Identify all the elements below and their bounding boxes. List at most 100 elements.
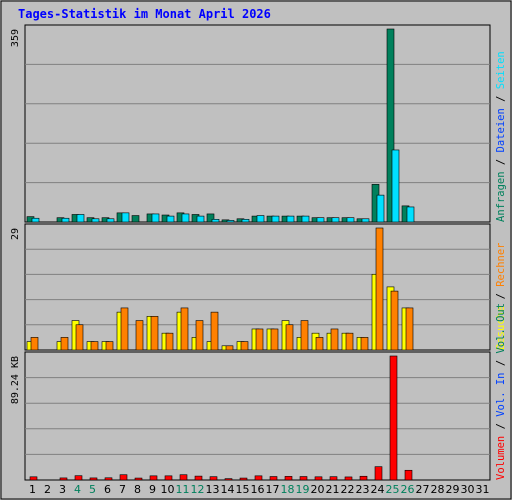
x-tick-label: 16 <box>251 483 265 496</box>
bar-seiten-day-9 <box>151 213 160 223</box>
x-tick-label: 28 <box>431 483 445 496</box>
bar-rechner-day-3 <box>60 337 69 351</box>
legends: Anfragen / Dateien / Seiten Besuche / Rec… <box>495 51 507 480</box>
bar-rechner-day-21 <box>330 328 339 351</box>
panel-max-label: 359 <box>10 29 21 47</box>
bar-rechner-day-6 <box>105 341 114 351</box>
bar-seiten-day-3 <box>61 217 70 223</box>
bar-seiten-day-7 <box>121 212 130 223</box>
bar-volumen-day-1 <box>29 476 38 481</box>
bar-seiten-day-17 <box>271 215 280 223</box>
x-tick-label: 1 <box>29 483 36 496</box>
bar-rechner-day-9 <box>150 316 159 351</box>
bar-seiten-day-5 <box>91 218 100 223</box>
bar-volumen-day-23 <box>359 475 368 481</box>
bar-rechner-day-20 <box>315 337 324 351</box>
legend-panel-1: Anfragen / Dateien / Seiten <box>495 51 507 222</box>
bar-seiten-day-13 <box>211 219 220 223</box>
bar-volumen-day-15 <box>239 477 248 481</box>
bar-volumen-day-10 <box>164 475 173 481</box>
bar-rechner-day-5 <box>90 341 99 351</box>
bar-rechner-day-13 <box>210 311 219 351</box>
x-tick-label: 3 <box>59 483 66 496</box>
x-tick-label: 21 <box>326 483 340 496</box>
legend-panel-2: Besuche / Rechner <box>495 243 507 351</box>
legend-entry-besuche: Besuche <box>495 306 507 350</box>
bar-volumen-day-11 <box>179 474 188 481</box>
bar-rechner-day-7 <box>120 307 129 351</box>
bar-volumen-day-8 <box>134 477 143 481</box>
x-tick-label: 10 <box>161 483 175 496</box>
panel-frame <box>24 351 491 481</box>
x-tick-label: 15 <box>236 483 250 496</box>
bar-volumen-day-7 <box>119 474 128 481</box>
legend-separator: / <box>495 287 507 306</box>
bar-rechner-day-4 <box>75 324 84 351</box>
bar-volumen-day-17 <box>269 476 278 481</box>
bar-volumen-day-25 <box>389 355 398 481</box>
bar-seiten-day-15 <box>241 219 250 223</box>
x-tick-label: 24 <box>371 483 385 496</box>
bar-rechner-day-23 <box>360 337 369 351</box>
legend-entry-seiten: Seiten <box>495 51 507 89</box>
bar-seiten-day-1 <box>31 217 40 223</box>
legend-entry-vol-out: Vol. Out <box>495 303 507 354</box>
legend-entry-anfragen: Anfragen <box>495 171 507 222</box>
x-tick-label: 11 <box>176 483 190 496</box>
bar-volumen-day-14 <box>224 478 233 481</box>
x-tick-label: 9 <box>149 483 156 496</box>
bar-volumen-day-19 <box>299 476 308 481</box>
panels: 359 29 89.24 KB <box>10 24 491 481</box>
bar-rechner-day-17 <box>270 328 279 351</box>
x-tick-label: 30 <box>461 483 475 496</box>
bar-rechner-day-14 <box>225 345 234 351</box>
legend-entry-volumen: Volumen <box>495 436 507 480</box>
bar-seiten-day-16 <box>256 215 265 223</box>
x-tick-label: 29 <box>446 483 460 496</box>
bar-volumen-day-3 <box>59 477 68 481</box>
x-tick-label: 5 <box>89 483 96 496</box>
panel-frame <box>24 24 491 223</box>
x-axis-labels: 1 2 3 4 5 6 7 8 9 10 11 12 13 14 15 16 17 18 19 20 21 22 23 24 2… <box>29 483 490 496</box>
bar-seiten-day-25 <box>391 149 400 223</box>
bar-rechner-day-18 <box>285 324 294 351</box>
bar-seiten-day-11 <box>181 213 190 223</box>
bar-volumen-day-13 <box>209 476 218 481</box>
bar-seiten-day-12 <box>196 215 205 223</box>
bar-volumen-day-9 <box>149 475 158 481</box>
bar-seiten-day-23 <box>361 218 370 223</box>
bar-rechner-day-15 <box>240 341 249 351</box>
panel-max-label: 89.24 KB <box>10 356 21 404</box>
bar-volumen-day-20 <box>314 476 323 481</box>
panel-max-label: 29 <box>10 228 21 240</box>
bar-seiten-day-10 <box>166 215 175 223</box>
bar-volumen-day-24 <box>374 466 383 481</box>
legend-separator: / <box>495 152 507 171</box>
bar-rechner-day-19 <box>300 320 309 351</box>
bar-rechner-day-12 <box>195 320 204 351</box>
panel-3: 89.24 KB <box>10 351 491 481</box>
bar-seiten-day-18 <box>286 215 295 223</box>
x-tick-label: 31 <box>476 483 490 496</box>
x-tick-label: 7 <box>119 483 126 496</box>
x-tick-label: 26 <box>401 483 415 496</box>
panel-2: 29 <box>10 223 491 351</box>
bar-rechner-day-16 <box>255 328 264 351</box>
panel-1: 359 <box>10 24 491 223</box>
bar-rechner-day-8 <box>135 320 144 351</box>
legend-panel-3: Volumen / Vol. In / Vol. Out <box>495 303 507 480</box>
legend-entry-rechner: Rechner <box>495 243 507 287</box>
bar-seiten-day-4 <box>76 214 85 223</box>
x-tick-label: 2 <box>44 483 51 496</box>
bar-volumen-day-5 <box>89 477 98 481</box>
bar-volumen-day-22 <box>344 476 353 481</box>
bar-rechner-day-1 <box>30 337 39 351</box>
bar-rechner-day-25 <box>390 290 399 351</box>
x-tick-label: 13 <box>206 483 220 496</box>
legend-separator: / <box>495 89 507 108</box>
legend-separator: / <box>495 354 507 373</box>
bar-anfragen-day-8 <box>131 215 140 223</box>
bar-volumen-day-6 <box>104 477 113 481</box>
bar-rechner-day-10 <box>165 332 174 351</box>
